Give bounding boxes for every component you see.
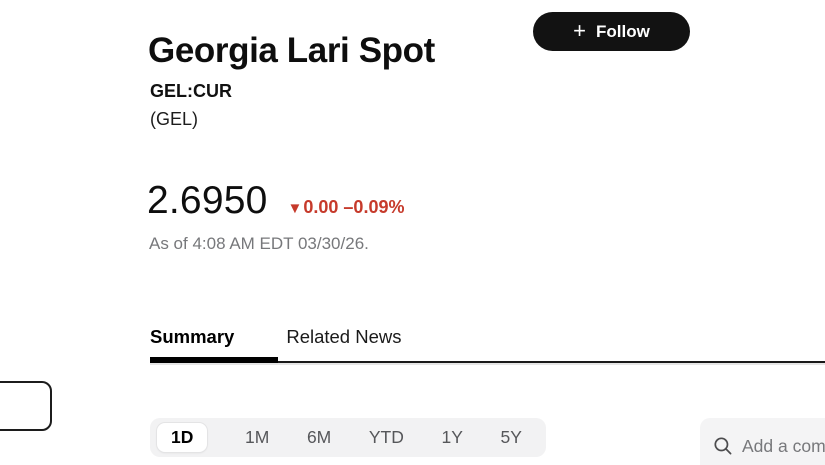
price-row: 2.6950 ▼0.00 –0.09% — [147, 179, 404, 223]
range-1y[interactable]: 1Y — [441, 427, 463, 447]
currency-code: (GEL) — [150, 109, 199, 129]
partial-overlay-button[interactable] — [0, 381, 52, 431]
page-title: Georgia Lari Spot — [148, 31, 435, 71]
follow-button-label: Follow — [596, 21, 650, 41]
change-value: 0.00 — [303, 197, 339, 217]
range-1m[interactable]: 1M — [245, 427, 270, 447]
last-price: 2.6950 — [147, 179, 268, 222]
down-triangle-icon: ▼ — [287, 200, 304, 217]
time-range-selector: 1D 1M 6M YTD 1Y 5Y — [150, 418, 546, 457]
active-tab-underline — [150, 357, 278, 363]
plus-icon: + — [573, 17, 587, 43]
ticker-symbol: GEL:CUR — [150, 81, 232, 101]
price-change: ▼0.00 –0.09% — [288, 197, 405, 218]
follow-button[interactable]: + Follow — [533, 12, 690, 51]
tab-divider-rule — [150, 361, 825, 363]
as-of-timestamp: As of 4:08 AM EDT 03/30/26. — [149, 234, 369, 253]
range-ytd[interactable]: YTD — [368, 427, 404, 447]
range-5y[interactable]: 5Y — [500, 427, 522, 447]
add-comparison-input[interactable]: Add a com — [700, 418, 825, 465]
range-1d[interactable]: 1D — [157, 423, 208, 452]
change-percent: –0.09% — [343, 197, 405, 217]
tab-summary[interactable]: Summary — [150, 326, 235, 347]
range-6m[interactable]: 6M — [306, 427, 332, 447]
tab-bar: Summary Related News — [150, 326, 402, 348]
tab-related-news[interactable]: Related News — [286, 326, 402, 347]
search-icon — [714, 437, 732, 455]
add-comparison-placeholder: Add a com — [742, 435, 825, 456]
